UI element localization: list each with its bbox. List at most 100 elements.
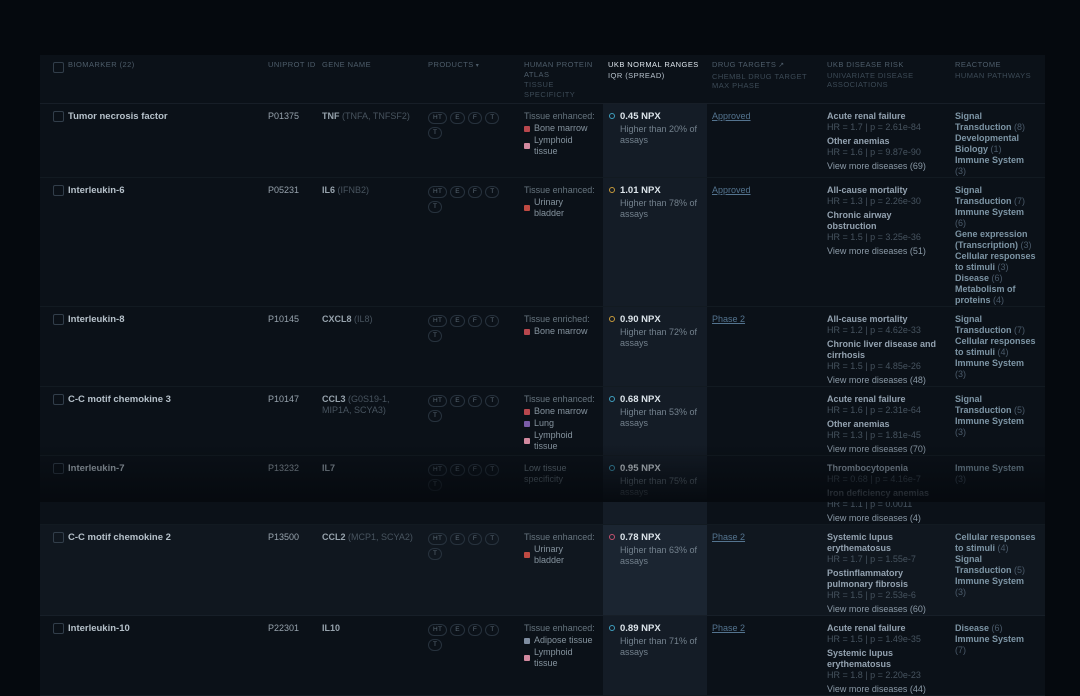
col-header-gene: GENE NAME (322, 60, 428, 99)
product-badge: E (450, 624, 465, 636)
tissue-name: Urinary bladder (534, 197, 595, 219)
gene-name-cell: CCL3 (G0S19-1, MIP1A, SCYA3) (322, 387, 428, 455)
tissue-color-icon (524, 421, 530, 427)
gene-symbol: IL6 (322, 185, 335, 195)
pathway-item: Signal Transduction (7) (955, 314, 1037, 336)
product-badge: T (428, 548, 442, 560)
col-header-ukb-ranges[interactable]: UKB NORMAL RANGES IQR (SPREAD) (603, 60, 707, 99)
select-all-checkbox[interactable] (53, 62, 64, 73)
drug-phase-link[interactable]: Phase 2 (712, 623, 745, 633)
tissue-specificity-label: Tissue enhanced: (524, 111, 595, 122)
pathway-name: Immune System (955, 416, 1024, 426)
view-more-diseases-link[interactable]: View more diseases (4) (827, 513, 942, 524)
pathway-count: (4) (993, 295, 1004, 305)
product-badge: F (468, 186, 482, 198)
pathway-count: (6) (992, 273, 1003, 283)
npx-description: Higher than 63% of assays (620, 545, 699, 567)
disease-name: Acute renal failure (827, 111, 942, 122)
biomarker-name: C-C motif chemokine 3 (68, 387, 268, 455)
row-checkbox[interactable] (53, 532, 64, 543)
tissue-list: Bone marrow (524, 326, 595, 337)
row-checkbox[interactable] (53, 394, 64, 405)
pathway-count: (5) (1014, 405, 1025, 415)
header-checkbox-cell (40, 60, 68, 99)
npx-value: 0.78 NPX (620, 532, 699, 543)
gene-name-cell: CXCL8 (IL8) (322, 307, 428, 386)
pathway-item: Immune System (3) (955, 358, 1037, 380)
product-badge: F (468, 315, 482, 327)
product-badge: T (485, 533, 499, 545)
view-more-diseases-link[interactable]: View more diseases (70) (827, 444, 942, 455)
ukb-normal-range-cell: 1.01 NPX Higher than 78% of assays (603, 178, 707, 306)
table-row[interactable]: Tumor necrosis factor P01375 TNF (TNFA, … (40, 104, 1045, 178)
pathway-name: Developmental Biology (955, 133, 1019, 154)
col-header-drug-targets-label: DRUG TARGETS (712, 60, 776, 69)
row-checkbox[interactable] (53, 463, 64, 474)
tissue-name: Lymphoid tissue (534, 135, 595, 157)
table-row[interactable]: C-C motif chemokine 3 P10147 CCL3 (G0S19… (40, 387, 1045, 456)
drug-phase-link[interactable]: Approved (712, 111, 751, 121)
row-checkbox-cell (40, 456, 68, 524)
view-more-diseases-link[interactable]: View more diseases (60) (827, 604, 942, 615)
pathway-item: Immune System (3) (955, 416, 1037, 438)
product-badge: HT (428, 624, 447, 636)
view-more-diseases-link[interactable]: View more diseases (69) (827, 161, 942, 172)
col-header-products-label: PRODUCTS (428, 60, 474, 69)
col-header-products[interactable]: PRODUCTS▾ (428, 60, 524, 99)
ukb-normal-range-cell: 0.45 NPX Higher than 20% of assays (603, 104, 707, 177)
view-more-diseases-link[interactable]: View more diseases (44) (827, 684, 942, 695)
drug-target-cell: Phase 2 (707, 307, 822, 386)
pathway-name: Signal Transduction (955, 554, 1014, 575)
product-badge: HT (428, 464, 447, 476)
col-header-disease-risk-label: UKB DISEASE RISK (827, 60, 944, 70)
gene-symbol: TNF (322, 111, 340, 121)
pathway-name: Gene expression (Transcription) (955, 229, 1028, 250)
pathway-item: Developmental Biology (1) (955, 133, 1037, 155)
uniprot-id: P10145 (268, 307, 322, 386)
biomarker-table: BIOMARKER (22) UNIPROT ID GENE NAME PROD… (40, 55, 1045, 696)
row-checkbox[interactable] (53, 111, 64, 122)
drug-phase-link[interactable]: Phase 2 (712, 314, 745, 324)
row-checkbox[interactable] (53, 185, 64, 196)
product-badge: HT (428, 315, 447, 327)
biomarker-name: Interleukin-7 (68, 456, 268, 524)
pathway-item: Signal Transduction (7) (955, 185, 1037, 207)
row-checkbox[interactable] (53, 314, 64, 325)
tissue-specificity-label: Low tissue specificity (524, 463, 595, 485)
product-badge: E (450, 315, 465, 327)
row-checkbox[interactable] (53, 623, 64, 634)
product-badge: F (468, 112, 482, 124)
col-header-reactome: REACTOME HUMAN PATHWAYS (950, 60, 1045, 99)
gene-symbol: IL10 (322, 623, 340, 633)
view-more-diseases-link[interactable]: View more diseases (51) (827, 246, 942, 257)
pathway-item: Signal Transduction (5) (955, 554, 1037, 576)
product-badge: T (485, 186, 499, 198)
tissue-item: Bone marrow (524, 406, 595, 417)
drug-phase-link[interactable]: Approved (712, 185, 751, 195)
tissue-specificity-cell: Tissue enriched: Bone marrow (524, 307, 603, 386)
tissue-list: Urinary bladder (524, 544, 595, 566)
view-more-diseases-link[interactable]: View more diseases (48) (827, 375, 942, 386)
drug-phase-link[interactable]: Phase 2 (712, 532, 745, 542)
product-badge: T (485, 464, 499, 476)
col-header-drug-targets[interactable]: DRUG TARGETS↗ CHEMBL DRUG TARGET MAX PHA… (707, 60, 822, 99)
tissue-color-icon (524, 205, 530, 211)
ukb-normal-range-cell: 0.89 NPX Higher than 71% of assays (603, 616, 707, 695)
pathway-item: Metabolism of proteins (4) (955, 284, 1037, 306)
table-row[interactable]: C-C motif chemokine 2 P13500 CCL2 (MCP1,… (40, 525, 1045, 616)
